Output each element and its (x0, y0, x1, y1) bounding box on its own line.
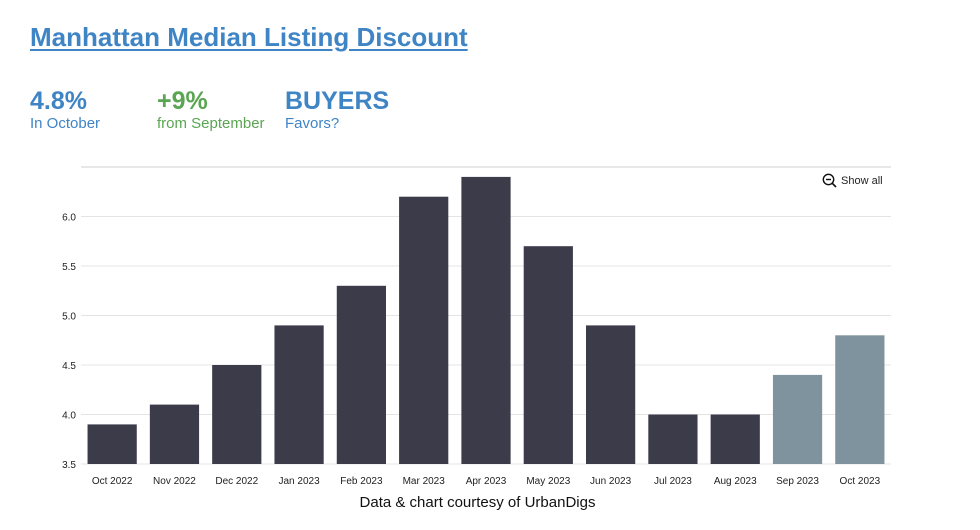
x-tick-label: Aug 2023 (714, 476, 757, 487)
bar (87, 424, 137, 464)
x-tick-label: Feb 2023 (340, 476, 383, 487)
stat-favors-label: Favors? (285, 115, 340, 132)
y-tick-label: 4.0 (62, 411, 76, 422)
x-tick-label: Jun 2023 (590, 476, 632, 487)
chart-credit: Data & chart courtesy of UrbanDigs (359, 494, 596, 511)
y-tick-label: 5.0 (62, 312, 76, 323)
x-tick-label: Oct 2022 (92, 476, 133, 487)
bar (523, 246, 573, 464)
stat-current: 4.8% In October (30, 88, 100, 134)
x-tick-label: Jul 2023 (654, 476, 692, 487)
stat-current-label: In October (30, 115, 101, 132)
x-tick-label: Mar 2023 (403, 476, 446, 487)
stat-favors-value: BUYERS (285, 87, 390, 115)
page-title[interactable]: Manhattan Median Listing Discount (30, 22, 468, 52)
zoom-out-icon (822, 173, 837, 188)
bar (212, 365, 262, 464)
stat-change: +9% from September (157, 88, 265, 134)
x-tick-label: Oct 2023 (840, 476, 881, 487)
y-tick-label: 6.0 (62, 213, 76, 224)
stat-current-value: 4.8% (30, 87, 87, 115)
x-tick-label: Sep 2023 (776, 476, 819, 487)
show-all-label: Show all (841, 174, 883, 187)
y-tick-label: 5.5 (62, 262, 76, 273)
bar (835, 335, 885, 464)
x-tick-label: Jan 2023 (278, 476, 320, 487)
x-tick-label: Apr 2023 (466, 476, 507, 487)
bar (586, 325, 636, 464)
stat-favors: BUYERS Favors? (285, 88, 389, 134)
bar (274, 325, 324, 464)
x-tick-label: Nov 2022 (153, 476, 196, 487)
bar (336, 285, 386, 464)
show-all-button[interactable]: Show all (822, 173, 883, 188)
bar (399, 196, 449, 464)
y-tick-label: 4.5 (62, 361, 76, 372)
stat-change-value: +9% (157, 87, 208, 115)
bar (461, 176, 511, 464)
bar (149, 404, 200, 464)
x-tick-label: Dec 2022 (215, 476, 258, 487)
bar (772, 374, 823, 464)
bar (648, 414, 698, 464)
y-tick-label: 3.5 (62, 460, 76, 471)
x-tick-label: May 2023 (526, 476, 570, 487)
bar (710, 414, 760, 464)
stat-change-label: from September (157, 115, 265, 132)
